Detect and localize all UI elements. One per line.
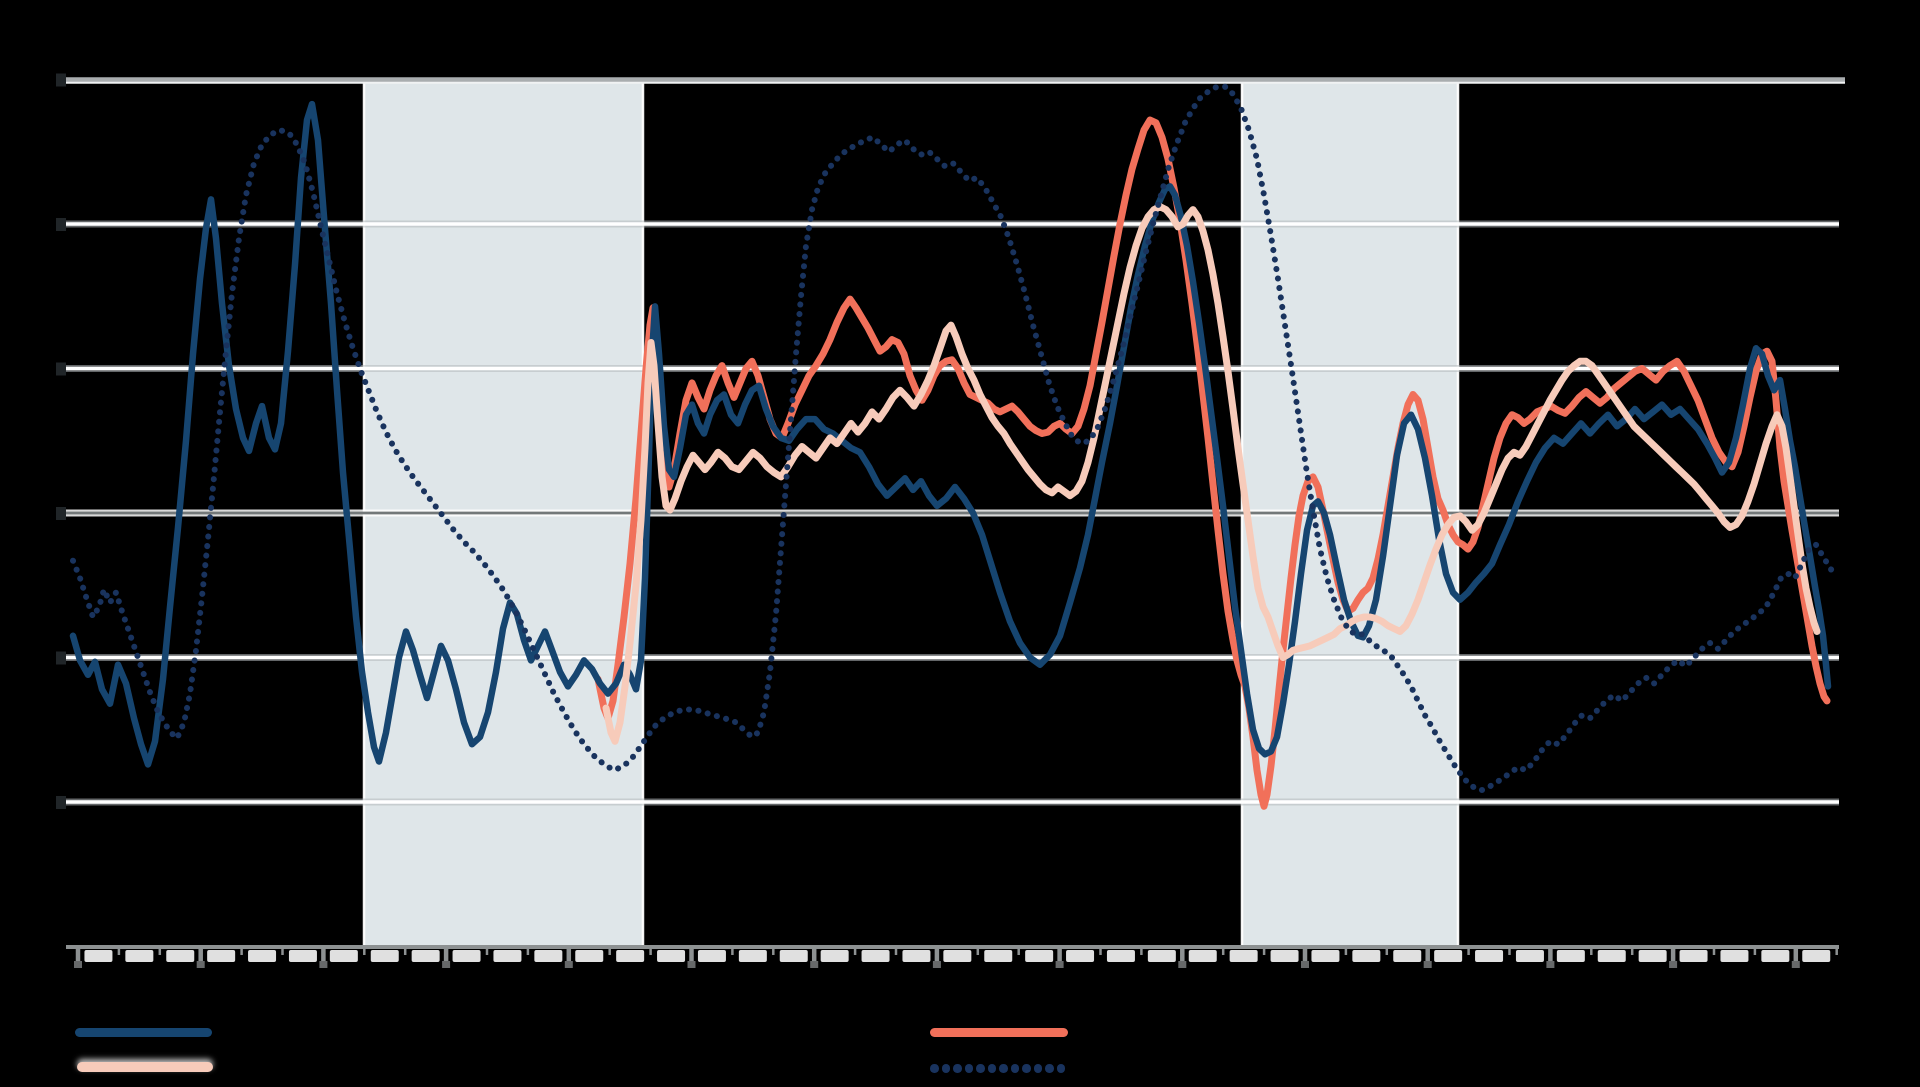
x-tick-foot bbox=[1055, 961, 1064, 968]
x-tick-foot bbox=[319, 961, 328, 968]
x-tick-label-blob bbox=[84, 950, 113, 962]
legend-salmon-solid-swatch bbox=[930, 1028, 1068, 1037]
x-tick-foot bbox=[687, 961, 696, 968]
x-tick-label-blob bbox=[1720, 950, 1749, 962]
legend-peach-solid bbox=[77, 1062, 213, 1072]
x-tick-foot bbox=[1178, 961, 1187, 968]
x-tick-foot bbox=[196, 961, 205, 968]
x-tick-label-blob bbox=[411, 950, 440, 962]
x-tick-label-blob bbox=[288, 950, 317, 962]
x-tick-label-blob bbox=[984, 950, 1013, 962]
x-tick-label-blob bbox=[779, 950, 808, 962]
series-navy-dotted bbox=[70, 83, 1839, 794]
x-tick-label-blob bbox=[1761, 950, 1790, 962]
x-tick-label-blob bbox=[1679, 950, 1708, 962]
x-tick-label-blob bbox=[1515, 950, 1544, 962]
legend-peach-solid-swatch bbox=[77, 1062, 213, 1072]
x-tick-label-blob bbox=[861, 950, 890, 962]
y-tick-chip bbox=[56, 362, 66, 376]
x-tick-label-blob bbox=[125, 950, 154, 962]
y-tick-chip bbox=[56, 796, 66, 809]
x-tick-label-blob bbox=[820, 950, 849, 962]
legend-navy-solid bbox=[75, 1028, 212, 1037]
series-salmon-solid bbox=[594, 116, 1831, 810]
x-tick-label-blob bbox=[1188, 950, 1217, 962]
x-tick-foot bbox=[810, 961, 819, 968]
x-tick-label-blob bbox=[493, 950, 522, 962]
x-tick-label-blob bbox=[1066, 950, 1095, 962]
x-tick-label-blob bbox=[248, 950, 277, 962]
x-tick-label-blob bbox=[657, 950, 686, 962]
x-tick-label-blob bbox=[1025, 950, 1054, 962]
y-tick-chip bbox=[56, 507, 66, 520]
x-tick-label-blob bbox=[1229, 950, 1258, 962]
x-tick-label-blob bbox=[1270, 950, 1299, 962]
x-tick-foot bbox=[1669, 961, 1678, 968]
x-tick-label-blob bbox=[943, 950, 972, 962]
x-tick-foot bbox=[442, 961, 451, 968]
x-tick-label-blob bbox=[1434, 950, 1463, 962]
x-tick-foot bbox=[1546, 961, 1555, 968]
x-tick-foot bbox=[74, 961, 82, 968]
x-tick-label-blob bbox=[452, 950, 481, 962]
x-tick-label-blob bbox=[207, 950, 236, 962]
y-tick-chip bbox=[56, 218, 66, 231]
x-tick-label-blob bbox=[738, 950, 767, 962]
legend-salmon-solid bbox=[930, 1028, 1068, 1037]
x-tick-label-blob bbox=[1393, 950, 1422, 962]
x-tick-label-blob bbox=[1147, 950, 1176, 962]
series-navy-solid bbox=[69, 100, 1832, 768]
x-tick-label-blob bbox=[1475, 950, 1504, 962]
x-tick-label-blob bbox=[1352, 950, 1381, 962]
x-tick-label-blob bbox=[1106, 950, 1135, 962]
x-tick-label-blob bbox=[1597, 950, 1626, 962]
x-tick-label-blob bbox=[575, 950, 604, 962]
x-tick-label-blob bbox=[329, 950, 358, 962]
x-tick-foot bbox=[932, 961, 941, 968]
x-tick-label-blob bbox=[1802, 950, 1831, 962]
x-tick-label-blob bbox=[902, 950, 931, 962]
x-tick-label-blob bbox=[697, 950, 726, 962]
x-tick-label-blob bbox=[370, 950, 399, 962]
x-tick-foot bbox=[564, 961, 573, 968]
x-tick-label-blob bbox=[1638, 950, 1667, 962]
x-tick-label-blob bbox=[1311, 950, 1340, 962]
x-tick-label-blob bbox=[166, 950, 195, 962]
x-tick-label-blob bbox=[616, 950, 645, 962]
legend-navy-dotted-swatch bbox=[930, 1064, 1065, 1073]
series-peach-solid bbox=[602, 203, 1821, 745]
y-tick-chip bbox=[56, 73, 66, 87]
y-tick-chip bbox=[56, 651, 66, 665]
x-tick-label-blob bbox=[534, 950, 563, 962]
x-tick-foot bbox=[1791, 961, 1800, 968]
x-tick-label-blob bbox=[1556, 950, 1585, 962]
x-tick-foot bbox=[1423, 961, 1432, 968]
legend-navy-dotted bbox=[930, 1064, 1065, 1073]
legend-navy-solid-swatch bbox=[75, 1028, 212, 1037]
x-tick-foot bbox=[1301, 961, 1309, 968]
